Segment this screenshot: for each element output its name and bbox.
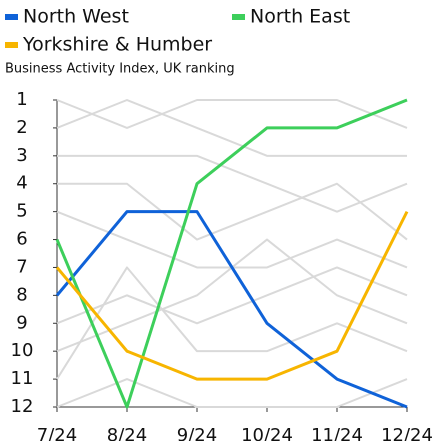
series-line bbox=[55, 210, 409, 381]
series-line bbox=[55, 98, 408, 409]
background-line bbox=[56, 99, 407, 157]
y-tick-label: 10 bbox=[11, 340, 34, 361]
y-tick-label: 6 bbox=[16, 229, 27, 250]
x-tick-label: 12/24 bbox=[381, 425, 433, 441]
y-tick-label: 1 bbox=[16, 89, 27, 110]
legend-label: North West bbox=[23, 6, 129, 28]
background-line bbox=[56, 99, 408, 129]
legend-label: Yorkshire & Humber bbox=[22, 34, 212, 56]
x-tick-label: 10/24 bbox=[241, 425, 293, 441]
x-tick-label: 8/24 bbox=[107, 425, 147, 441]
y-tick-label: 9 bbox=[16, 312, 27, 333]
chart-subtitle: Business Activity Index, UK ranking bbox=[5, 62, 235, 77]
background-line bbox=[56, 266, 408, 325]
y-tick-label: 2 bbox=[16, 117, 27, 138]
background-line bbox=[56, 378, 408, 408]
background-line bbox=[56, 210, 408, 269]
y-tick-label: 7 bbox=[16, 256, 27, 277]
y-tick-label: 5 bbox=[16, 201, 27, 222]
series-line bbox=[55, 210, 408, 409]
legend-swatch bbox=[232, 14, 245, 20]
background-line bbox=[57, 182, 408, 241]
x-tick-label: 11/24 bbox=[311, 425, 363, 441]
background-line bbox=[57, 154, 408, 213]
y-tick-label: 3 bbox=[16, 145, 27, 166]
x-tick-label: 7/24 bbox=[37, 425, 77, 441]
legend-label: North East bbox=[250, 6, 350, 28]
y-tick-label: 12 bbox=[11, 396, 34, 417]
y-tick-label: 4 bbox=[16, 173, 27, 194]
x-tick-label: 9/24 bbox=[177, 425, 217, 441]
legend-swatch bbox=[5, 14, 18, 20]
y-tick-label: 11 bbox=[11, 368, 34, 389]
legend-swatch bbox=[5, 42, 18, 48]
y-tick-label: 8 bbox=[16, 284, 27, 305]
